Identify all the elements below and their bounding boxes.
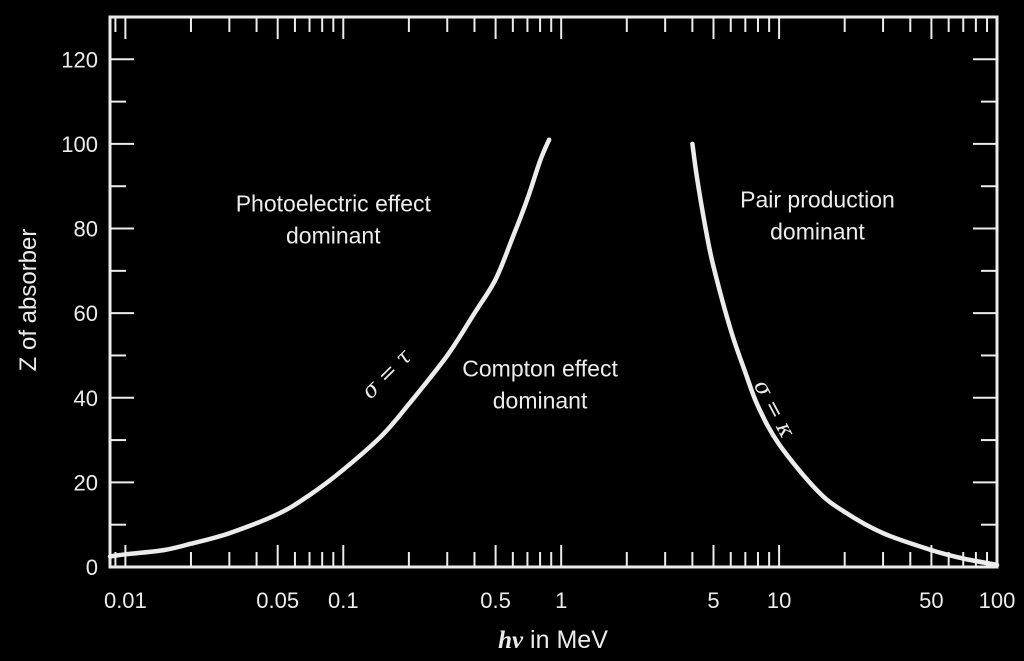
x-tick-label: 1 (555, 588, 567, 613)
y-tick-label: 60 (74, 301, 98, 326)
region-annotation: Pair production dominant (740, 186, 895, 244)
region-annotation: Photoelectric effect dominant (236, 191, 432, 249)
compton-pair-boundary-curve (690, 141, 1000, 568)
annotation-line: Photoelectric effect (236, 191, 432, 217)
x-axis-symbol: hν (498, 627, 524, 654)
annotation-line: dominant (286, 223, 381, 249)
y-tick-label: 120 (61, 47, 98, 72)
annotation-line: dominant (770, 218, 865, 244)
x-tick-label: 0.1 (328, 588, 359, 613)
annotation-line: Pair production (740, 186, 895, 212)
x-tick-label: 50 (919, 588, 943, 613)
y-axis-title: Z of absorber (15, 229, 42, 372)
region-annotation: Compton effect dominant (462, 356, 618, 414)
curves (107, 137, 1000, 568)
y-tick-label: 40 (74, 386, 98, 411)
plot-frame (108, 15, 999, 569)
x-tick-label: 100 (979, 588, 1016, 613)
x-axis-unit: in MeV (523, 626, 608, 654)
y-tick-label: 20 (74, 470, 98, 495)
photo-compton-boundary-curve (107, 137, 552, 559)
y-tick-label: 80 (74, 217, 98, 242)
annotation-line: dominant (493, 388, 588, 414)
axis-tick-labels: 0.01 0.05 0.1 0.5 1 5 10 50 100 0 20 40 60 80 100 120 (61, 47, 1015, 613)
x-tick-label: 5 (707, 588, 719, 613)
x-tick-label: 0.05 (256, 588, 299, 613)
x-tick-label: 0.01 (104, 588, 147, 613)
y-tick-label: 100 (61, 132, 98, 157)
x-tick-label: 10 (767, 588, 791, 613)
y-tick-label: 0 (86, 555, 98, 580)
x-axis-title: hν in MeV (498, 626, 608, 654)
annotation-line: Compton effect (462, 356, 618, 382)
x-tick-label: 0.5 (480, 588, 511, 613)
